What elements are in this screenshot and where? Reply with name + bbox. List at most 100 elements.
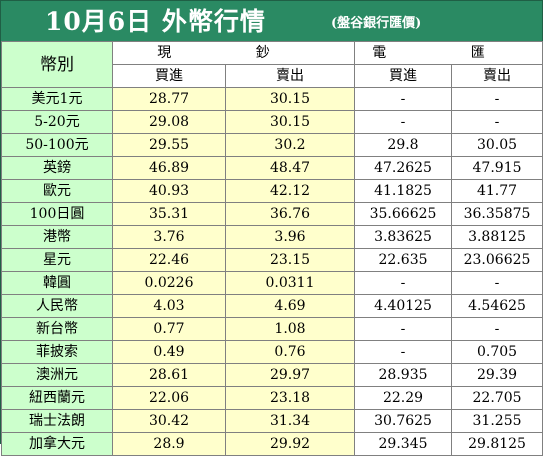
table-row: 美元1元 28.77 30.15- -: [1, 87, 543, 111]
cash-buy-cell: 29.08: [112, 110, 226, 134]
currency-name-cell: 菲披索: [1, 340, 113, 364]
table-row: 瑞士法朗 30.42 31.34 30.7625 31.255: [1, 409, 543, 433]
spot-buy-cell: -: [354, 317, 453, 341]
table-row: 加拿大元 28.9 29.92 29.345 29.8125: [1, 432, 543, 456]
currency-name-cell: 50-100元: [1, 133, 113, 157]
currency-name-cell: 星元: [1, 248, 113, 272]
table-row: 韓圓 0.0226 0.0311- -: [1, 271, 543, 295]
cash-sell-cell: 36.76: [224, 202, 356, 226]
cash-buy-cell: 40.93: [112, 179, 226, 203]
cash-sell-cell: 23.15: [224, 248, 356, 272]
cash-sell-cell: 30.15: [224, 87, 356, 111]
spot-sell-cell: -: [451, 87, 543, 111]
spot-sell-cell: 22.705: [451, 386, 543, 410]
cash-sell-cell: 31.34: [224, 409, 356, 433]
cash-buy-cell: 22.06: [112, 386, 226, 410]
spot-buy-cell: -: [354, 110, 453, 134]
spot-buy-cell: 29.8: [354, 133, 453, 157]
spot-sell-cell: 23.06625: [451, 248, 543, 272]
spot-sell-cell: 36.35875: [451, 202, 543, 226]
table-row: 港幣 3.76 3.96 3.83625 3.88125: [1, 225, 543, 249]
currency-name-cell: 韓圓: [1, 271, 113, 295]
spot-sell-cell: -: [451, 317, 543, 341]
spot-buy-cell: 29.345: [354, 432, 453, 456]
currency-name-cell: 紐西蘭元: [1, 386, 113, 410]
cash-buy-cell: 28.61: [112, 363, 226, 387]
spot-sell-cell: -: [451, 110, 543, 134]
spot-buy-cell: 4.40125: [354, 294, 453, 318]
cash-buy-cell: 28.77: [112, 87, 226, 111]
table-row: 星元 22.46 23.15 22.635 23.06625: [1, 248, 543, 272]
spot-sell-cell: 29.8125: [451, 432, 543, 456]
currency-name-cell: 加拿大元: [1, 432, 113, 456]
currency-name-cell: 英鎊: [1, 156, 113, 180]
spot-buy-cell: 3.83625: [354, 225, 453, 249]
currency-name-cell: 5-20元: [1, 110, 113, 134]
spot-sell-cell: 3.88125: [451, 225, 543, 249]
currency-name-cell: 港幣: [1, 225, 113, 249]
cash-buy-cell: 35.31: [112, 202, 226, 226]
cash-buy-cell: 46.89: [112, 156, 226, 180]
table-row: 澳洲元 28.61 29.97 28.935 29.39: [1, 363, 543, 387]
spot-sell-cell: -: [451, 271, 543, 295]
table-row: 歐元 40.93 42.12 41.1825 41.77: [1, 179, 543, 203]
cash-buy-cell: 30.42: [112, 409, 226, 433]
spot-buy-cell: -: [354, 87, 453, 111]
table-row: 5-20元 29.08 30.15- -: [1, 110, 543, 134]
currency-name-cell: 新台幣: [1, 317, 113, 341]
cash-sell-header: 賣出: [224, 64, 356, 88]
spot-buy-cell: 30.7625: [354, 409, 453, 433]
spot-sell-header: 賣出: [451, 64, 543, 88]
title-bar: 10月6日 外幣行情 (盤谷銀行匯價): [1, 1, 542, 41]
table-row: 紐西蘭元 22.06 23.18 22.29 22.705: [1, 386, 543, 410]
spot-sell-cell: 41.77: [451, 179, 543, 203]
cash-buy-header: 買進: [112, 64, 226, 88]
cash-buy-cell: 4.03: [112, 294, 226, 318]
cash-buy-cell: 28.9: [112, 432, 226, 456]
spot-buy-cell: 41.1825: [354, 179, 453, 203]
cash-sell-cell: 23.18: [224, 386, 356, 410]
spot-sell-cell: 30.05: [451, 133, 543, 157]
spot-buy-cell: 28.935: [354, 363, 453, 387]
cash-sell-cell: 30.2: [224, 133, 356, 157]
rate-rows: 美元1元 28.77 30.15- -5-20元 29.08 30.15- -50-100元…: [1, 87, 543, 456]
spot-buy-cell: 22.635: [354, 248, 453, 272]
exchange-rate-table: 幣別 現 鈔 電 匯 買進 賣出 買進 賣出 美元1元 28.77 30.15- -5…: [1, 41, 543, 456]
bank-source-note: (盤谷銀行匯價): [331, 16, 422, 31]
table-row: 英鎊 46.89 48.47 47.2625 47.915: [1, 156, 543, 180]
cash-sell-cell: 29.97: [224, 363, 356, 387]
table-row: 菲披索 0.49 0.76-0.705: [1, 340, 543, 364]
spot-buy-cell: 35.66625: [354, 202, 453, 226]
spot-sell-cell: 29.39: [451, 363, 543, 387]
spot-sell-cell: 47.915: [451, 156, 543, 180]
cash-sell-cell: 3.96: [224, 225, 356, 249]
table-row: 人民幣 4.03 4.69 4.40125 4.54625: [1, 294, 543, 318]
currency-name-cell: 100日圓: [1, 202, 113, 226]
currency-name-cell: 澳洲元: [1, 363, 113, 387]
currency-name-cell: 歐元: [1, 179, 113, 203]
cash-buy-cell: 0.49: [112, 340, 226, 364]
table-row: 50-100元 29.55 30.2 29.8 30.05: [1, 133, 543, 157]
spot-buy-header: 買進: [354, 64, 453, 88]
cash-sell-cell: 48.47: [224, 156, 356, 180]
cash-sell-cell: 0.76: [224, 340, 356, 364]
spot-sell-cell: 31.255: [451, 409, 543, 433]
spot-buy-cell: 22.29: [354, 386, 453, 410]
page-title: 10月6日 外幣行情: [45, 7, 266, 36]
cash-sell-cell: 29.92: [224, 432, 356, 456]
cash-sell-cell: 30.15: [224, 110, 356, 134]
cash-buy-cell: 29.55: [112, 133, 226, 157]
group-header-row: 幣別 現 鈔 電 匯: [1, 41, 543, 88]
cash-sell-cell: 0.0311: [224, 271, 356, 295]
spot-buy-cell: -: [354, 271, 453, 295]
cash-sell-cell: 4.69: [224, 294, 356, 318]
currency-name-cell: 瑞士法朗: [1, 409, 113, 433]
cash-sell-cell: 42.12: [224, 179, 356, 203]
spot-buy-cell: 47.2625: [354, 156, 453, 180]
cash-buy-cell: 22.46: [112, 248, 226, 272]
currency-column-header: 幣別: [1, 41, 113, 88]
cash-buy-cell: 0.77: [112, 317, 226, 341]
spot-sell-cell: 0.705: [451, 340, 543, 364]
currency-name-cell: 美元1元: [1, 87, 113, 111]
